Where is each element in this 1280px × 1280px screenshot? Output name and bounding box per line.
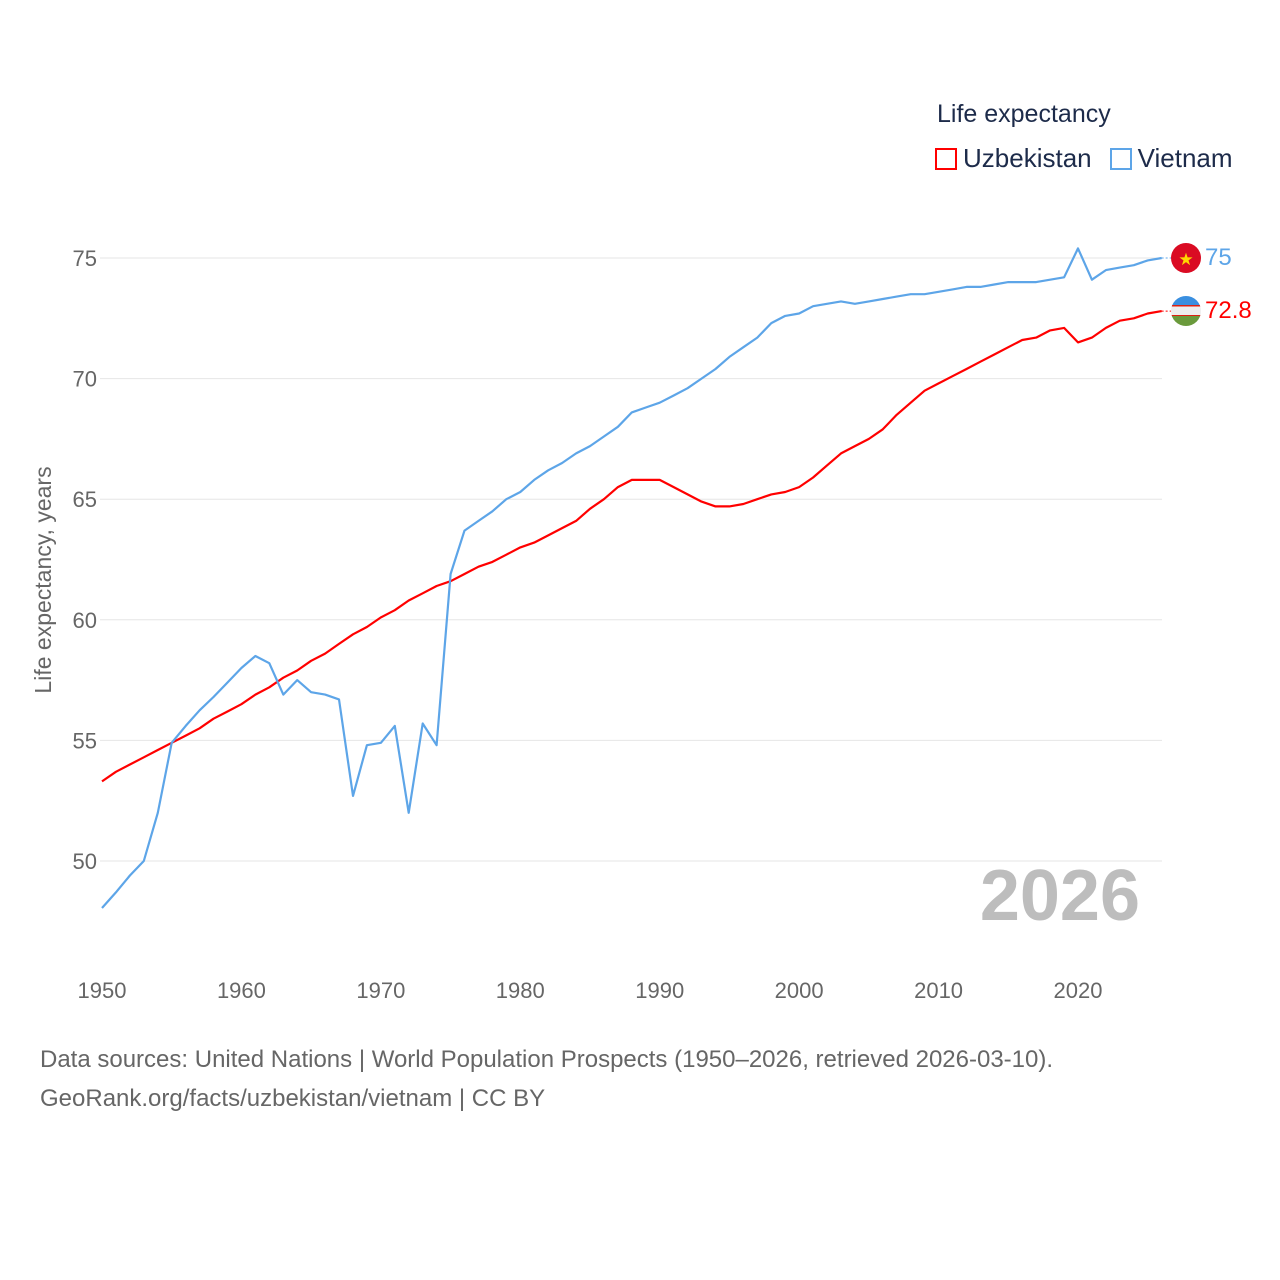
y-tick-label: 55 (73, 728, 97, 753)
y-axis-label: Life expectancy, years (30, 466, 56, 693)
y-tick-label: 70 (73, 367, 97, 392)
legend-label: Vietnam (1137, 143, 1233, 173)
x-tick-label: 1990 (635, 978, 684, 1003)
x-tick-label: 1960 (217, 978, 266, 1003)
y-tick-label: 75 (73, 246, 97, 271)
legend-label: Uzbekistan (963, 143, 1092, 173)
y-tick-label: 50 (73, 849, 97, 874)
uzbekistan-flag-icon (1171, 296, 1201, 326)
x-tick-label: 1950 (78, 978, 127, 1003)
x-tick-label: 2010 (914, 978, 963, 1003)
data-source-text: Data sources: United Nations | World Pop… (40, 1046, 1054, 1073)
y-tick-label: 60 (73, 608, 97, 633)
series-line-vietnam (101, 247, 1162, 909)
legend-item-vietnam[interactable]: Vietnam (1109, 143, 1233, 174)
legend: Uzbekistan Vietnam (935, 143, 1233, 174)
y-tick-label: 65 (73, 487, 97, 512)
source-link[interactable]: GeoRank.org/facts/uzbekistan/vietnam | C… (40, 1085, 546, 1112)
uzbekistan-end-label: 72.8 (1205, 297, 1252, 324)
vietnam-flag-icon: ★ (1171, 243, 1201, 273)
x-tick-label: 2000 (775, 978, 824, 1003)
x-tick-label: 2020 (1054, 978, 1103, 1003)
series-line-uzbekistan (101, 310, 1162, 783)
x-tick-label: 1970 (356, 978, 405, 1003)
legend-swatch-vietnam (1109, 147, 1132, 170)
vietnam-end-label: 75 (1205, 244, 1232, 271)
year-watermark: 2026 (980, 856, 1140, 936)
svg-text:★: ★ (1178, 250, 1193, 269)
legend-swatch-uzbekistan (935, 147, 957, 170)
legend-title: Life expectancy (937, 100, 1111, 128)
x-tick-label: 1980 (496, 978, 545, 1003)
legend-item-uzbekistan[interactable]: Uzbekistan (935, 143, 1092, 174)
